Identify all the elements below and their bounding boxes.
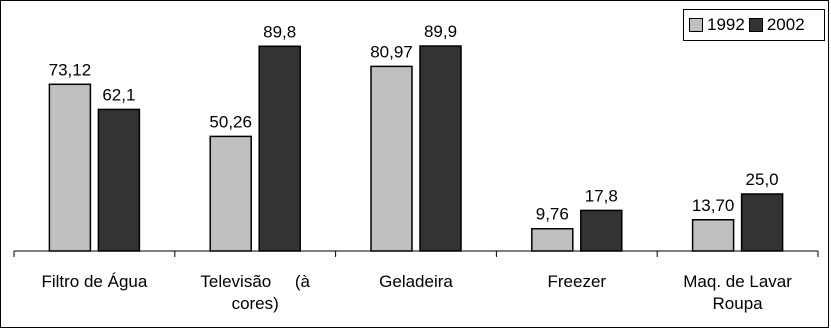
data-label-2002-3: 89,9 xyxy=(424,22,457,41)
legend-item-2002: 2002 xyxy=(748,15,805,35)
bar-1992-1 xyxy=(48,83,92,252)
category-label-3: Geladeira xyxy=(341,271,491,293)
data-label-2002-1: 62,1 xyxy=(102,85,135,104)
category-label-line: Roupa xyxy=(712,294,763,313)
category-label-1: Filtro de Água xyxy=(19,271,169,293)
legend-item-1992: 1992 xyxy=(689,15,745,35)
legend-label-2002: 2002 xyxy=(766,15,805,34)
bar-1992-2 xyxy=(209,135,252,252)
category-label-line: Freezer xyxy=(547,272,607,291)
legend-swatch-1992 xyxy=(689,18,703,32)
data-label-2002-4: 17,8 xyxy=(585,186,618,205)
bar-2002-5 xyxy=(740,193,784,252)
category-label-4: Freezer xyxy=(502,271,652,293)
legend-swatch-2002 xyxy=(748,18,763,32)
legend: 1992 2002 xyxy=(683,9,825,41)
category-label-line: Maq. de Lavar xyxy=(683,272,792,291)
category-label-line: Geladeira xyxy=(379,272,453,291)
legend-label-1992: 1992 xyxy=(707,15,745,34)
bar-2002-2 xyxy=(258,45,301,252)
bar-1992-5 xyxy=(691,219,735,252)
data-label-1992-3: 80,97 xyxy=(370,42,413,61)
data-label-1992-5: 13,70 xyxy=(692,196,735,215)
data-label-1992-2: 50,26 xyxy=(209,112,252,131)
category-label-line: cores) xyxy=(231,294,279,313)
bar-1992-3 xyxy=(370,65,413,252)
category-label-5: Maq. de Lavar Roupa xyxy=(663,271,813,315)
bar-2002-4 xyxy=(580,209,623,252)
category-label-2: Televisão (à cores) xyxy=(180,271,330,315)
data-label-1992-1: 73,12 xyxy=(49,60,92,79)
bar-2002-1 xyxy=(97,108,141,252)
bar-1992-4 xyxy=(531,227,574,252)
data-label-2002-5: 25,0 xyxy=(746,170,779,189)
data-label-2002-2: 89,8 xyxy=(263,22,296,41)
category-label-line: Filtro de Água xyxy=(41,272,148,291)
data-label-1992-4: 9,76 xyxy=(536,205,569,224)
category-label-line: Televisão (à xyxy=(200,272,310,291)
bar-2002-3 xyxy=(419,45,462,252)
